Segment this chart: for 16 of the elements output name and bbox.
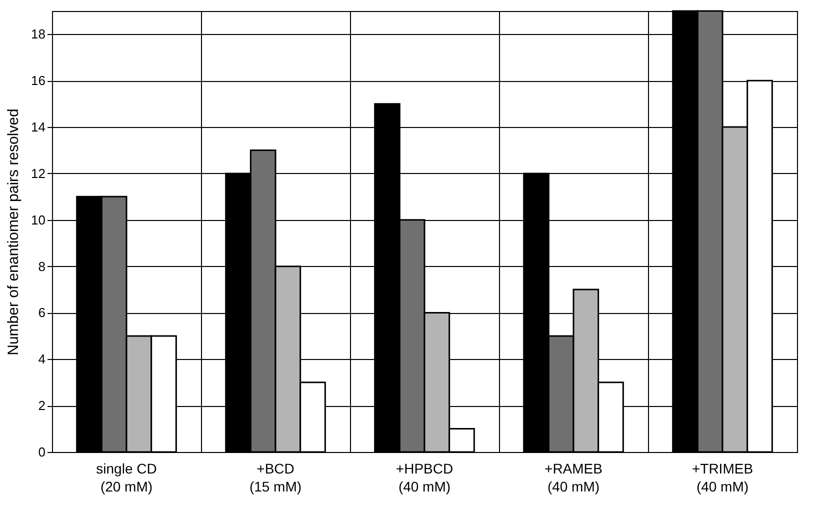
y-tick-label: 4: [38, 352, 46, 367]
y-tick-label: 12: [31, 166, 46, 181]
x-tick-label: +RAMEB (40 mM): [544, 460, 602, 494]
x-tick-label: +HPBCD (40 mM): [396, 460, 454, 494]
y-tick-label: 6: [38, 305, 46, 320]
y-tick-label: 14: [31, 120, 46, 135]
y-tick-label: 0: [38, 444, 46, 460]
y-tick-label: 10: [31, 212, 46, 228]
y-tick-label: 8: [38, 258, 46, 274]
y-tick-label: 18: [31, 26, 46, 42]
x-tick-label: +TRIMEB (40 mM): [692, 460, 754, 494]
y-tick-label: 16: [31, 73, 46, 88]
x-tick-label: +BCD (15 mM): [249, 460, 302, 494]
y-axis-title: Number of enantiomer pairs resolved: [5, 108, 22, 356]
y-tick-label: 2: [38, 398, 46, 414]
x-tick-label: single CD (20 mM): [96, 460, 157, 494]
